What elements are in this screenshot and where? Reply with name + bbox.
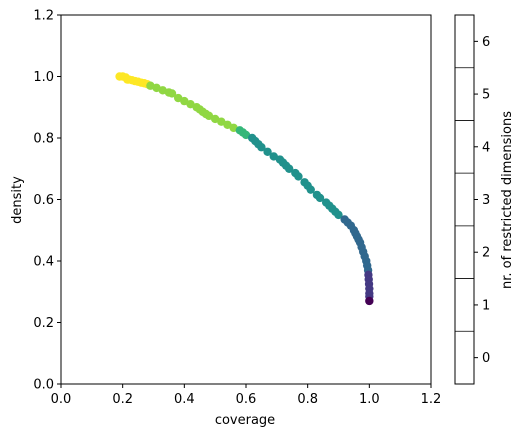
y-tick-label: 0.2 [33, 316, 54, 331]
y-tick-label: 0.6 [33, 193, 54, 208]
data-points [115, 72, 374, 306]
x-tick-label: 0.6 [236, 392, 257, 407]
colorbar-tick-label: 3 [482, 193, 490, 208]
colorbar-label: nr. of restricted dimensions [500, 111, 515, 289]
data-point [306, 185, 315, 194]
colorbar-tick-label: 6 [482, 35, 490, 50]
x-tick-label: 0.2 [112, 392, 133, 407]
colorbar-tick-label: 5 [482, 88, 490, 103]
y-tick-label: 0.8 [33, 132, 54, 147]
data-point [263, 147, 272, 157]
x-tick-label: 0.4 [174, 392, 195, 407]
y-tick-label: 1.0 [33, 70, 54, 85]
y-axis-label: density [10, 176, 25, 224]
data-point [365, 296, 374, 306]
x-tick-label: 0.0 [51, 392, 72, 407]
colorbar-tick-label: 2 [482, 246, 490, 261]
colorbar-tick-label: 1 [482, 298, 490, 313]
x-tick-label: 1.2 [421, 392, 442, 407]
data-point [334, 210, 343, 220]
data-point [315, 193, 325, 203]
data-point [257, 143, 266, 152]
data-point [294, 172, 303, 181]
x-tick-label: 1.0 [359, 392, 380, 407]
colorbar-frame [454, 14, 475, 385]
data-point [284, 164, 294, 173]
axes: 0.0 0.2 0.4 0.6 0.8 1.0 1.2 0.0 0.2 0.4 0.6 0.8 1.0 1… [33, 9, 441, 408]
colorbar-tick-label: 4 [482, 140, 490, 155]
x-tick-label: 0.8 [297, 392, 318, 407]
y-tick-label: 0.0 [33, 378, 54, 393]
data-point [167, 89, 177, 98]
plot-area [61, 15, 431, 384]
colorbar-tick-label: 0 [482, 351, 490, 366]
colorbar: 0 1 2 3 4 5 6 [454, 14, 490, 385]
plot-background [61, 15, 431, 384]
x-axis-label: coverage [215, 413, 275, 428]
y-tick-label: 1.2 [33, 9, 54, 24]
y-tick-label: 0.4 [33, 255, 54, 270]
